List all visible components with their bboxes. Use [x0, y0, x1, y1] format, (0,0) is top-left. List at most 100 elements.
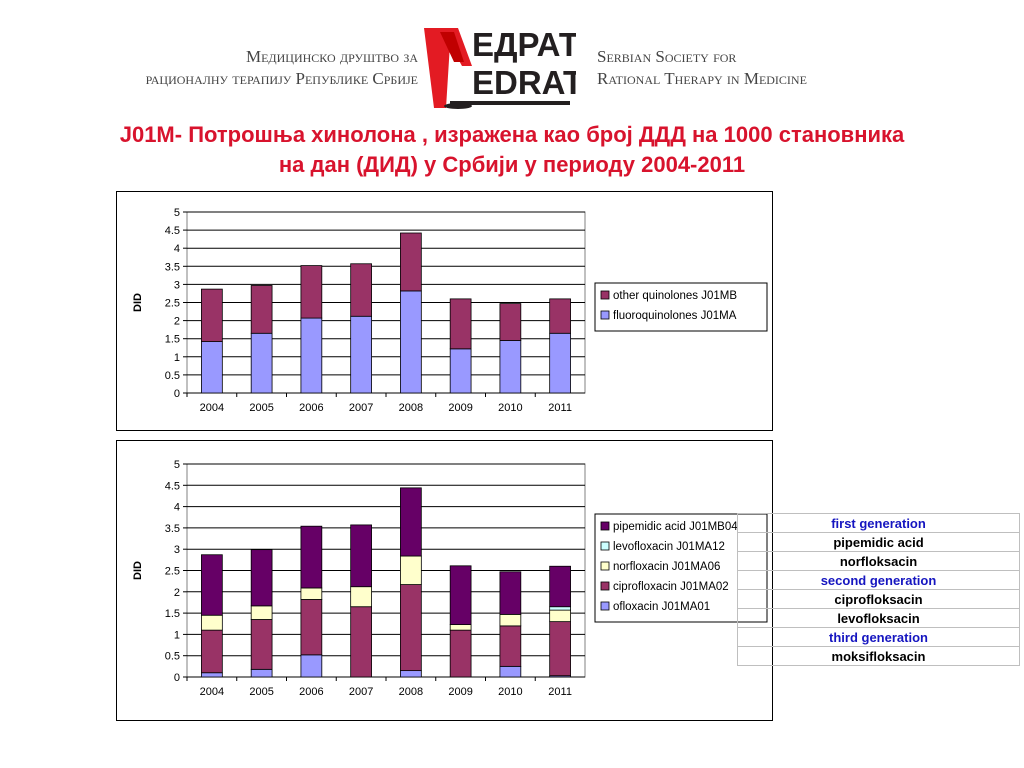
y-axis-title: DID [132, 293, 144, 312]
legend-swatch [600, 290, 610, 300]
bar-segment [300, 317, 323, 394]
legend-label: ofloxacin J01MA01 [613, 601, 710, 613]
y-tick-label: 1.5 [165, 334, 180, 346]
y-tick-label: 5 [174, 207, 180, 219]
generation-drug: norfloksacin [737, 551, 1020, 571]
y-tick-label: 2.5 [165, 566, 180, 578]
chart-legend: other quinolones J01MB fluoroquinolones J… [594, 282, 768, 332]
bar-segment [400, 487, 422, 557]
y-tick-label: 1.5 [165, 608, 180, 620]
x-tick-label: 2005 [249, 686, 273, 698]
x-tick-label: 2009 [448, 686, 472, 698]
society-name-english-line2: Rational Therapy in Medicine [597, 69, 807, 88]
society-name-serbian: Медицинско друштво за рационалну терапиј… [96, 46, 418, 90]
bar-segment [499, 303, 522, 341]
bar-segment [350, 524, 372, 588]
generation-drug: levofloksacin [737, 608, 1020, 628]
bar-segment [300, 525, 323, 589]
bar-segment [400, 670, 422, 678]
bar-segment [549, 609, 571, 623]
legend-swatch [600, 541, 610, 551]
generation-drug: moksifloksacin [737, 646, 1020, 666]
bar-segment [449, 565, 472, 626]
society-name-serbian-line1: Медицинско друштво за [245, 47, 418, 66]
y-tick-label: 4 [174, 243, 180, 255]
x-tick-label: 2010 [498, 402, 522, 414]
chart-svg: 0 0.5 1 1.5 2 2.5 3 3.5 4 4.5 5 DID 2004 2005 2006 2007… [132, 207, 768, 414]
bar-segment [201, 672, 223, 678]
bar-segment [449, 298, 472, 350]
society-name-serbian-line2: рационалну терапију Републике Србије [145, 69, 418, 88]
legend-label: ciprofloxacin J01MA02 [613, 581, 729, 593]
y-tick-label: 0 [174, 388, 180, 400]
y-tick-label: 1 [174, 352, 180, 364]
bar-segment [250, 668, 273, 678]
bar-segment [300, 265, 323, 319]
generation-drug: ciprofloksacin [737, 589, 1020, 609]
bar-segment [499, 613, 522, 627]
generation-row: pipemidic acid [737, 532, 1020, 552]
quinolone-generations-table: first generation pipemidic acid norfloksac… [737, 513, 1020, 666]
bar-segment [549, 621, 571, 677]
bar-segment [499, 625, 522, 667]
bar-segment [400, 232, 422, 292]
bar-segment [499, 571, 522, 615]
legend-swatch [600, 601, 610, 611]
y-tick-label: 1 [174, 629, 180, 641]
bar-segment [499, 665, 522, 678]
x-tick-label: 2007 [349, 402, 373, 414]
x-tick-label: 2008 [399, 686, 423, 698]
x-tick-label: 2007 [349, 686, 373, 698]
society-name-english: Serbian Society for Rational Therapy in … [597, 46, 927, 90]
y-tick-label: 2 [174, 587, 180, 599]
bar-segment [350, 606, 372, 678]
bar-segment [250, 619, 273, 670]
y-tick-label: 3.5 [165, 261, 180, 273]
x-tick-label: 2004 [200, 686, 224, 698]
legend-label: other quinolones J01MB [613, 290, 737, 302]
bar-segment [201, 629, 223, 674]
bar-segment [499, 340, 522, 394]
bar-segment [549, 606, 571, 611]
generation-heading: third generation [737, 627, 1020, 647]
bar-segment [201, 554, 223, 616]
bar-segment [549, 565, 571, 608]
bar-segment [350, 586, 372, 608]
x-tick-label: 2009 [448, 402, 472, 414]
x-tick-label: 2006 [299, 686, 323, 698]
bar-segment [300, 587, 323, 600]
y-tick-label: 3 [174, 544, 180, 556]
y-tick-label: 0 [174, 672, 180, 684]
bar-segment [549, 298, 571, 334]
y-tick-label: 0.5 [165, 370, 180, 382]
bar-segment [449, 629, 472, 678]
x-tick-label: 2005 [249, 402, 273, 414]
chart-svg: 0 0.5 1 1.5 2 2.5 3 3.5 4 4.5 5 DID 2004 2005 2006 2007… [132, 459, 768, 698]
bar-segment [300, 654, 323, 678]
slide-title-line2: на дан (ДИД) у Србији у периоду 2004-201… [278, 152, 746, 177]
legend-swatch [600, 521, 610, 531]
legend-label: levofloxacin J01MA12 [613, 541, 725, 553]
bar-segment [250, 285, 273, 334]
legend-box [594, 282, 768, 332]
generation-row: norfloksacin [737, 551, 1020, 571]
x-tick-label: 2008 [399, 402, 423, 414]
y-tick-label: 3.5 [165, 523, 180, 535]
y-axis-title: DID [132, 561, 144, 580]
x-tick-label: 2011 [548, 402, 572, 414]
bar-segment [350, 315, 372, 394]
legend-swatch [600, 561, 610, 571]
y-tick-label: 4 [174, 502, 180, 514]
bar-segment [201, 341, 223, 394]
generation-row: ciprofloksacin [737, 589, 1020, 609]
bar-segment [400, 290, 422, 394]
legend-swatch [600, 581, 610, 591]
logo-text-cyrillic: ЕДРАТ [472, 26, 576, 63]
bar-segment [201, 614, 223, 631]
slide-title: J01M- Потрошња хинолона , изражена као б… [30, 120, 994, 180]
bar-segment [400, 555, 422, 585]
y-tick-label: 4.5 [165, 480, 180, 492]
logo-text-latin: EDRAT [472, 64, 576, 101]
generation-heading: second generation [737, 570, 1020, 590]
x-tick-label: 2006 [299, 402, 323, 414]
